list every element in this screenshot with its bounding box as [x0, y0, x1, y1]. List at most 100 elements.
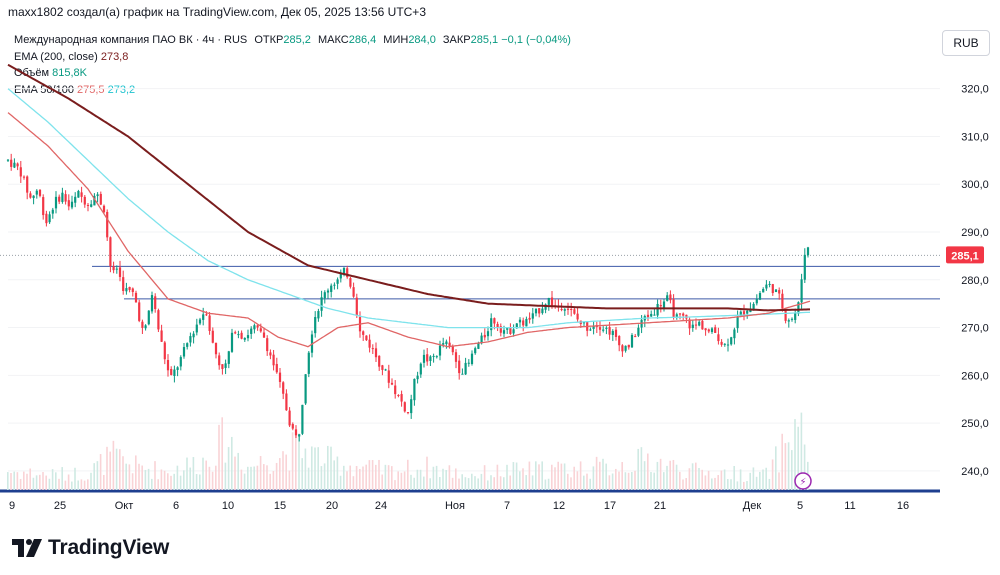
volume-bar	[442, 468, 444, 490]
candle-body	[288, 410, 291, 426]
ema200-legend-row[interactable]: EMA (200, close) 273,8	[14, 49, 571, 66]
volume-bar	[288, 470, 291, 490]
candle-body	[736, 316, 739, 329]
candle-body	[54, 196, 58, 209]
ema-lines	[7, 63, 811, 348]
y-axis[interactable]: 240,0 250,0 260,0 270,0 280,0 290,0 300,0 310,0…	[961, 84, 989, 478]
volume-bar	[435, 465, 438, 490]
volume-bar	[333, 460, 335, 490]
candle-body	[486, 331, 490, 337]
volume-legend-row[interactable]: Объём 815,8K	[14, 65, 571, 82]
volume-bar	[781, 433, 783, 490]
candle-body	[438, 345, 442, 356]
volume-bar	[224, 462, 227, 490]
candle-body	[406, 412, 410, 414]
volume-bar	[586, 473, 588, 490]
candle-body	[16, 163, 19, 167]
tradingview-logo[interactable]: TradingView	[12, 536, 169, 560]
candle-body	[758, 293, 762, 300]
candle-body	[374, 348, 378, 358]
candle-body	[390, 382, 394, 385]
candle-body	[70, 201, 74, 208]
volume-bar	[503, 477, 505, 490]
volume-bar	[67, 474, 70, 490]
candle-body	[157, 310, 160, 330]
x-tick-label: 24	[375, 500, 387, 512]
ema50-line	[7, 112, 811, 348]
candle-body	[262, 332, 266, 338]
candle-body	[531, 313, 534, 319]
ema100-value: 273,2	[107, 83, 136, 96]
volume-bar	[426, 456, 428, 490]
candle-body	[202, 314, 205, 320]
volume-bar	[762, 469, 764, 490]
candle-body	[99, 193, 102, 205]
volume-bar	[784, 443, 787, 490]
volume-bar	[525, 475, 527, 490]
candle-body	[589, 329, 592, 331]
candle-body	[192, 333, 195, 338]
candle-body	[336, 279, 339, 284]
x-tick-label: 7	[504, 500, 510, 512]
candle-body	[253, 325, 256, 330]
volume-bar	[231, 436, 233, 490]
volume-bar	[691, 463, 694, 490]
horizontal-levels[interactable]	[0, 254, 940, 300]
x-tick-label: 12	[553, 500, 565, 512]
volume-bar	[83, 480, 86, 490]
volume-bar	[35, 475, 38, 490]
volume-bar	[74, 467, 76, 490]
candle-body	[38, 189, 42, 196]
volume-bar	[615, 468, 617, 490]
currency-button[interactable]: RUB	[942, 30, 990, 56]
volume-bar	[391, 466, 393, 490]
volume-bar	[234, 456, 236, 490]
volume-bar	[672, 459, 675, 490]
x-tick-label: 20	[326, 500, 338, 512]
volume-bar	[688, 468, 691, 490]
volume-bar	[147, 468, 150, 490]
volume-bar	[343, 465, 345, 490]
volume-bar	[183, 470, 185, 490]
candle-body	[67, 200, 70, 207]
candle-body	[218, 355, 221, 366]
candle-body	[698, 321, 701, 326]
candle-body	[77, 191, 80, 198]
volume-bar	[400, 472, 403, 490]
candle-body	[602, 329, 605, 331]
volume-bar	[387, 465, 390, 490]
volume-bar	[509, 475, 511, 490]
y-tick-label: 240,0	[961, 466, 989, 478]
volume-bar	[685, 478, 687, 490]
candle-body	[80, 192, 83, 197]
volume-bar	[371, 460, 374, 490]
candle-body	[246, 335, 250, 339]
candle-body	[800, 279, 803, 303]
volume-bar	[243, 473, 246, 490]
candles[interactable]	[6, 153, 810, 442]
candle-body	[141, 321, 144, 328]
volume-bar	[794, 419, 796, 490]
candle-body	[125, 288, 128, 292]
candle-body	[435, 356, 438, 358]
volume-bar	[752, 467, 755, 490]
volume-bar	[595, 456, 598, 490]
x-axis[interactable]: 9 25 Окт 6 10 15 20 24 Ноя 7 12 17 21 Дек 5 11 16	[9, 500, 909, 512]
candle-body	[458, 360, 461, 374]
x-tick-label: 5	[797, 500, 803, 512]
candle-body	[794, 313, 797, 320]
volume-bar	[29, 468, 31, 490]
x-tick-label: 6	[173, 500, 179, 512]
volume-bar	[208, 466, 211, 490]
volume-bar	[55, 472, 57, 490]
volume-bar	[439, 476, 441, 490]
symbol-ohlc-row[interactable]: Международная компания ПАО ВК · 4ч · RUS…	[14, 32, 571, 49]
candle-body	[307, 352, 310, 374]
y-tick-label: 300,0	[961, 179, 989, 191]
volume-bar	[323, 463, 326, 490]
volume-bar	[154, 461, 156, 490]
candle-body	[163, 342, 166, 360]
volume-bar	[339, 475, 342, 490]
volume-bar	[579, 461, 582, 490]
